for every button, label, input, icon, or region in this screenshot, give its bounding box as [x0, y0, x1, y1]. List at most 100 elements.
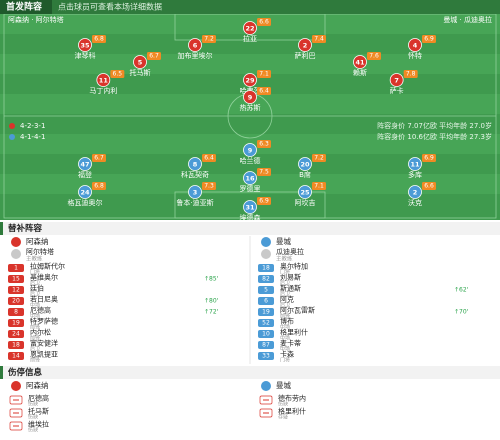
player-number: 35 [80, 42, 90, 50]
rating-badge [202, 182, 216, 190]
player-name: 科瓦契奇 [181, 170, 209, 179]
player-rating: 6.3 [259, 141, 269, 148]
number-badge [258, 319, 274, 327]
number-badge [8, 308, 24, 316]
player-number: 47 [80, 161, 89, 169]
sub-name: 拉姆斯代尔 [30, 262, 65, 271]
player-name: 热苏斯 [240, 103, 261, 112]
sub-name: 廷伯 [30, 284, 44, 293]
player-number: 9 [248, 147, 253, 155]
player-rating: 6.7 [94, 155, 104, 162]
rating-badge [312, 35, 326, 43]
team-name: 阿森纳 [26, 380, 49, 390]
player-name: 阿坎吉 [295, 198, 316, 207]
player[interactable]: 4怀特 6.9 [408, 35, 436, 60]
sub-position: 后卫 [30, 291, 40, 298]
player-marker [243, 143, 257, 157]
rating-badge [110, 70, 125, 78]
sub-name: 斯通斯 [280, 284, 301, 293]
player-marker [243, 90, 257, 104]
team-name: 阿森纳 [26, 236, 49, 246]
number-badge [258, 275, 274, 283]
sub-position: 中场 [30, 313, 40, 320]
team-dot [9, 123, 15, 129]
sub-position: 前锋 [280, 313, 290, 320]
sub-position: 后卫 [30, 346, 40, 353]
player-rating: 7.2 [314, 155, 324, 162]
sub-name: 刘易斯 [280, 273, 301, 282]
sub-time: ↑72' [204, 309, 219, 316]
coach-avatar [11, 249, 21, 259]
team-info: 阵容身价 7.07亿欧 平均年龄 27.0岁 [377, 121, 492, 130]
rating-badge [202, 35, 216, 43]
header-tab [0, 0, 52, 14]
coach-role: 主教练 [26, 255, 43, 263]
player[interactable]: 3鲁本·迪亚斯 7.3 [176, 182, 216, 207]
number-badge [8, 286, 24, 294]
sub-name: 内尔松 [30, 328, 51, 337]
sub-number: 24 [12, 331, 20, 338]
player[interactable]: 2沃克 6.6 [408, 182, 436, 207]
player[interactable]: 7萨卡 7.8 [390, 70, 418, 95]
team-badge [11, 237, 21, 247]
sub-number: 82 [262, 276, 270, 283]
rating-badge [257, 168, 271, 176]
sub-number: 20 [12, 298, 20, 305]
player-rating: 6.5 [113, 71, 123, 78]
number-badge [258, 341, 274, 349]
sub-name: 恩凯提亚 [30, 350, 58, 359]
number-badge [8, 297, 24, 305]
sub-name: 麦卡蒂 [280, 339, 301, 348]
player-marker [96, 73, 111, 87]
player-name: 拉亚 [243, 34, 257, 43]
rating-badge [92, 154, 106, 162]
player-rating: 6.9 [259, 198, 269, 205]
player-rating: 6.8 [94, 36, 104, 43]
sub-number: 33 [262, 353, 270, 360]
team-name: 曼城 [276, 237, 291, 246]
sub-number: 8 [14, 309, 18, 316]
sub-number: 12 [12, 287, 20, 294]
player-name: 哈兰德 [240, 156, 261, 165]
player-rating: 6.6 [259, 19, 269, 26]
sub-number: 52 [262, 320, 270, 327]
player-number: 31 [245, 204, 255, 212]
sub-position: 前锋 [30, 324, 40, 331]
injury-name: 维埃拉 [28, 420, 49, 429]
